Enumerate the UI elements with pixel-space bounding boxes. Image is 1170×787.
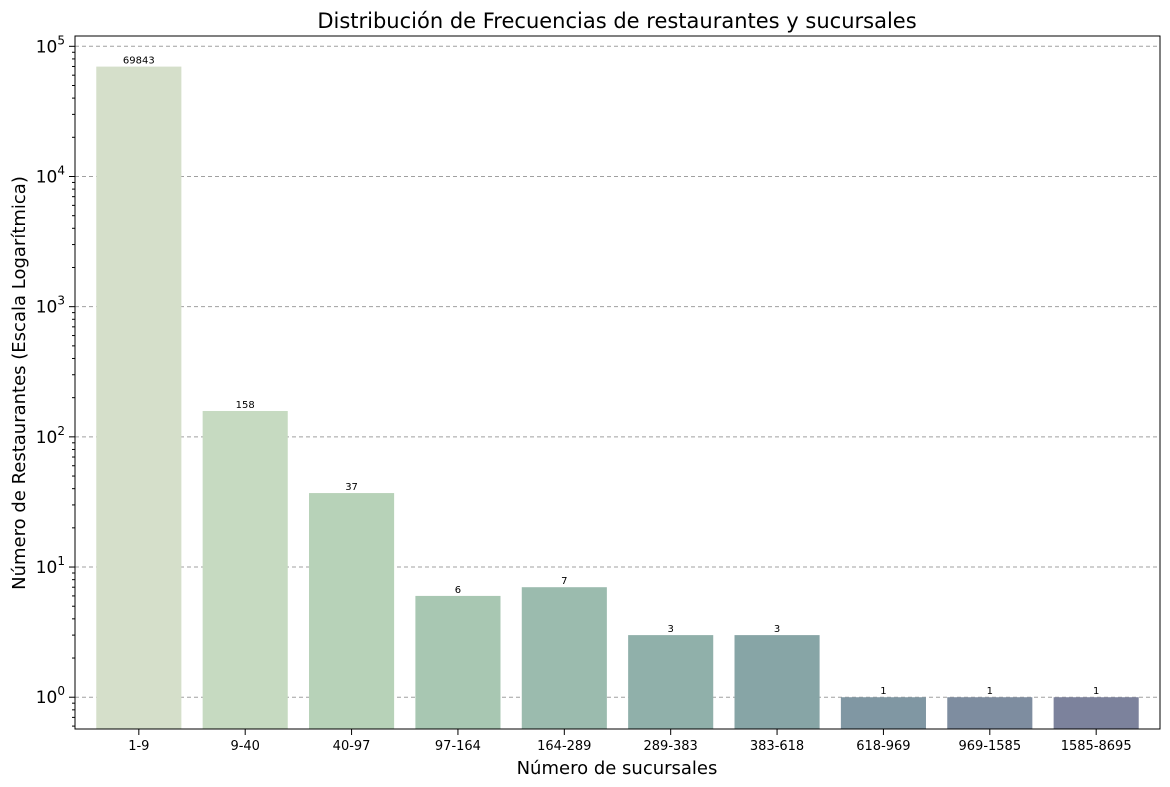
y-axis-label: Número de Restaurantes (Escala Logarítmi…	[9, 176, 30, 590]
bar-value-label: 3	[667, 624, 673, 635]
x-tick-label: 289-383	[644, 739, 698, 754]
bar	[947, 697, 1033, 729]
bar	[734, 635, 820, 729]
y-tick-label: 101	[36, 554, 65, 578]
y-tick-label: 105	[36, 33, 65, 57]
x-tick-label: 40-97	[333, 739, 371, 754]
bar	[628, 635, 714, 729]
x-tick-label: 383-618	[750, 739, 804, 754]
x-tick-label: 969-1585	[959, 739, 1022, 754]
bar	[309, 493, 395, 729]
bar	[521, 587, 607, 729]
x-tick-label: 9-40	[230, 739, 260, 754]
bar-value-label: 1	[1093, 686, 1099, 697]
bars	[96, 66, 1139, 730]
plot-frame	[74, 35, 1161, 730]
bar	[1053, 697, 1139, 729]
bar	[96, 66, 182, 730]
bar	[202, 410, 288, 729]
bar-value-label: 3	[774, 624, 780, 635]
x-tick-label: 164-289	[537, 739, 591, 754]
bar-value-label: 1	[987, 686, 993, 697]
bar	[840, 697, 926, 729]
bar-value-label: 37	[345, 482, 358, 493]
x-tick-label: 618-969	[856, 739, 910, 754]
y-tick-label: 102	[36, 424, 65, 448]
x-tick-label: 97-164	[435, 739, 481, 754]
x-tick-label: 1-9	[128, 739, 149, 754]
y-axis: 100 101 102 103 104 105	[36, 33, 75, 727]
x-axis-label: Número de sucursales	[517, 758, 718, 779]
bar-value-label: 69843	[123, 56, 155, 67]
bar	[415, 595, 501, 729]
bar-value-label: 158	[236, 400, 255, 411]
y-tick-label: 104	[36, 163, 65, 187]
data-labels: 69843 158 37 6 7 3 3 1 1 1	[123, 56, 1099, 698]
x-tick-label: 1585-8695	[1061, 739, 1132, 754]
bar-value-label: 7	[561, 576, 567, 587]
bar-value-label: 1	[880, 686, 886, 697]
x-axis: 1-9 9-40 40-97 97-164 164-289 289-383 383-618 6…	[128, 729, 1132, 754]
y-tick-label: 100	[36, 684, 65, 708]
bar-value-label: 6	[455, 585, 461, 596]
chart-title: Distribución de Frecuencias de restauran…	[317, 9, 916, 33]
y-tick-label: 103	[36, 294, 65, 318]
